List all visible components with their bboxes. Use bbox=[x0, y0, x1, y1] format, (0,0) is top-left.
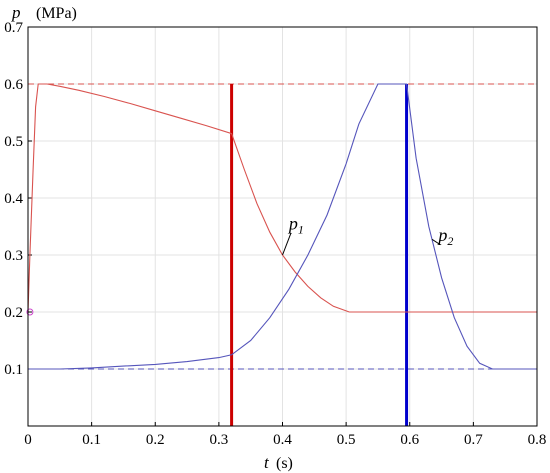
x-tick-label: 0.4 bbox=[273, 432, 292, 448]
x-axis-label: t bbox=[264, 453, 270, 472]
series-lines bbox=[26, 83, 537, 370]
x-axis-title: t (s) bbox=[264, 453, 293, 472]
y-axis-title: p (MPa) bbox=[11, 3, 77, 22]
series-annotation-label: p2 bbox=[436, 225, 453, 248]
y-tick-label: 0.7 bbox=[4, 20, 23, 36]
y-tick-label: 0.3 bbox=[4, 248, 23, 264]
series-line-p1 bbox=[27, 83, 537, 313]
x-tick-label: 0.5 bbox=[337, 432, 356, 448]
start-marker bbox=[26, 308, 34, 316]
x-tick-label: 0.7 bbox=[464, 432, 483, 448]
series-line-p2 bbox=[28, 83, 537, 370]
grid-lines bbox=[27, 26, 538, 426]
y-axis-label: p bbox=[11, 3, 21, 22]
reference-lines bbox=[28, 83, 537, 426]
x-tick-label: 0.8 bbox=[528, 432, 547, 448]
plot-frame bbox=[27, 26, 538, 427]
x-tick-labels: 0 0.1 0.2 0.3 0.4 0.5 0.6 0.7 0.8 bbox=[24, 432, 546, 448]
x-tick-label: 0.2 bbox=[146, 432, 165, 448]
x-axis-unit: (s) bbox=[276, 455, 293, 472]
y-tick-label: 0.4 bbox=[4, 191, 23, 207]
x-tick-label: 0.1 bbox=[82, 432, 101, 448]
y-tick-label: 0.6 bbox=[4, 77, 23, 93]
y-tick-label: 0.1 bbox=[4, 362, 23, 378]
series-annotation-label: p1 bbox=[287, 213, 304, 236]
x-tick-label: 0 bbox=[24, 432, 32, 448]
x-tick-label: 0.6 bbox=[400, 432, 419, 448]
y-tick-labels: 0.1 0.2 0.3 0.4 0.5 0.6 0.7 bbox=[4, 20, 23, 378]
y-tick-label: 0.2 bbox=[4, 305, 23, 321]
y-axis-unit: (MPa) bbox=[36, 5, 77, 22]
x-tick-label: 0.3 bbox=[210, 432, 229, 448]
annotation-leader bbox=[431, 238, 441, 246]
annotation-leader bbox=[282, 233, 292, 256]
y-tick-label: 0.5 bbox=[4, 134, 23, 150]
